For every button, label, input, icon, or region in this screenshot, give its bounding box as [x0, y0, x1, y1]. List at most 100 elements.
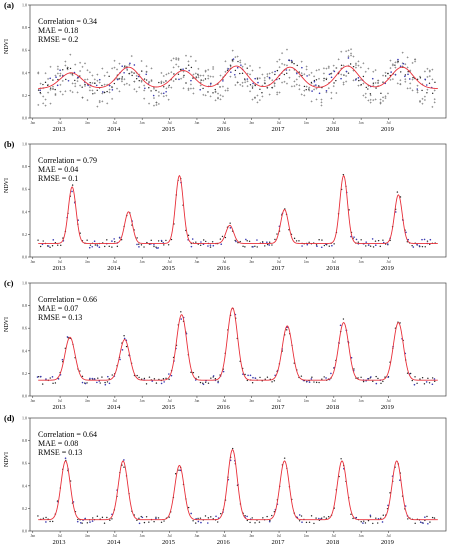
reference-mark [212, 67, 215, 70]
reference-mark [74, 85, 77, 88]
x-year-label: 2016 [217, 265, 231, 272]
reference-mark [221, 95, 224, 98]
panel-label: (c) [4, 278, 14, 288]
observed-point [298, 520, 301, 522]
predicted-point [382, 241, 385, 244]
predicted-point [370, 376, 372, 378]
observed-point [199, 517, 202, 519]
predicted-point [236, 66, 239, 69]
reference-mark [157, 94, 160, 97]
predicted-point [138, 246, 140, 248]
reference-mark [261, 95, 264, 98]
observed-point [52, 382, 54, 385]
reference-mark [308, 73, 311, 76]
observed-point [372, 522, 374, 525]
y-tick-label: 0.2 [22, 506, 27, 511]
x-sub-tick-label: Jan [195, 399, 200, 403]
observed-point [52, 79, 54, 81]
reference-mark [305, 85, 308, 88]
observed-point [79, 232, 81, 234]
reference-mark [327, 87, 330, 90]
observed-point [350, 513, 352, 515]
observed-point [264, 378, 266, 380]
observed-point [268, 241, 271, 243]
observed-point [204, 515, 207, 517]
observed-point [340, 458, 342, 460]
reference-mark [322, 72, 325, 75]
reference-mark [315, 98, 318, 101]
reference-mark [399, 83, 402, 86]
predicted-point [235, 240, 237, 243]
observed-point [286, 329, 288, 331]
fit-curve [38, 307, 438, 381]
observed-point [96, 89, 98, 92]
observed-point [195, 241, 197, 243]
reference-mark [320, 98, 323, 101]
predicted-point [347, 57, 350, 59]
observed-point [259, 88, 261, 90]
observed-point [224, 236, 227, 239]
reference-mark [236, 81, 239, 84]
x-year-label: 2014 [107, 126, 121, 133]
predicted-point [257, 81, 259, 84]
observed-point [421, 89, 423, 92]
observed-point [286, 72, 288, 75]
predicted-point [138, 522, 141, 525]
x-sub-tick-label: Jan [249, 399, 254, 403]
reference-mark [345, 74, 348, 77]
reference-mark [79, 70, 82, 73]
reference-mark [428, 75, 431, 78]
reference-mark [352, 79, 355, 82]
observed-point [254, 245, 256, 248]
observed-point [416, 78, 419, 81]
reference-mark [152, 97, 155, 100]
predicted-point [168, 373, 170, 375]
reference-mark [246, 85, 249, 88]
observed-point [377, 239, 380, 242]
predicted-point [89, 521, 91, 523]
observed-point [96, 515, 99, 517]
fit-curve [38, 449, 438, 521]
observed-point [143, 78, 146, 80]
reference-mark [51, 87, 54, 90]
x-sub-tick-label: Jan [304, 260, 309, 264]
observed-point [187, 64, 190, 66]
x-year-label: 2018 [326, 404, 339, 411]
observed-point [264, 82, 266, 85]
reference-mark [313, 88, 316, 91]
reference-mark [56, 65, 59, 68]
reference-mark [44, 72, 47, 75]
plot-frame [29, 143, 447, 258]
observed-point [428, 382, 431, 384]
x-year-label: 2017 [271, 265, 285, 272]
observed-point [421, 245, 424, 248]
x-sub-tick-label: Jul [277, 399, 281, 403]
observed-point [382, 81, 384, 83]
observed-point [376, 522, 379, 524]
predicted-point [425, 381, 428, 383]
reference-mark [239, 61, 242, 64]
observed-point [163, 86, 165, 88]
observed-point [200, 79, 202, 81]
observed-point [256, 246, 258, 248]
observed-point [148, 521, 150, 523]
observed-point [92, 93, 94, 95]
reference-mark [86, 69, 89, 72]
reference-mark [59, 72, 62, 75]
reference-mark [175, 63, 178, 66]
observed-point [261, 92, 263, 94]
reference-mark [185, 54, 187, 57]
predicted-point [178, 78, 180, 81]
observed-point [364, 522, 367, 524]
reference-mark [431, 78, 434, 81]
predicted-point [330, 372, 332, 375]
predicted-point [422, 522, 424, 524]
observed-point [266, 376, 269, 378]
observed-point [399, 322, 401, 324]
panel-label: (b) [4, 139, 15, 149]
x-year-label: 2017 [271, 126, 285, 133]
reference-mark [345, 80, 348, 83]
observed-point [168, 516, 170, 518]
reference-mark [61, 93, 64, 96]
observed-point [261, 241, 264, 243]
